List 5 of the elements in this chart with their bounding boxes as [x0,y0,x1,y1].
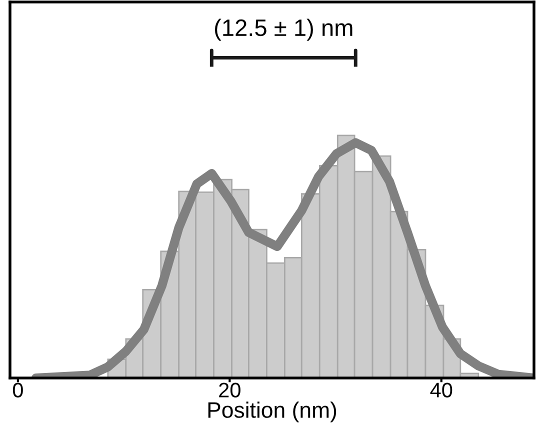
text: (12.5 ± 1) nm [214,18,352,41]
x-tick-label: 20 [219,382,240,398]
x-tick-label: 0 [12,382,23,398]
x-axis-title: Position (nm) [208,402,336,422]
x-tick-label: 40 [430,382,452,398]
